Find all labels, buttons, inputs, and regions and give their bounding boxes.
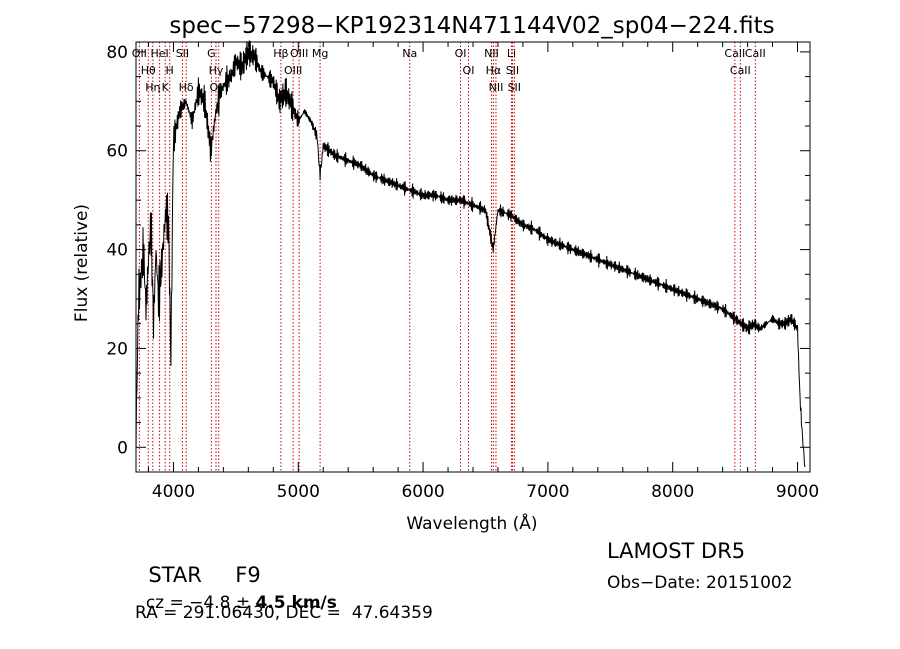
line-label: Hδ [179,81,194,94]
line-label: Hη [145,81,160,94]
cz-error: 4.5 [255,593,286,613]
x-axis-label: Wavelength (Å) [406,512,537,534]
line-label: OI [463,64,475,77]
line-label: SII [506,64,519,77]
cz-label: cz = [145,593,190,613]
object-class: STAR F9 [135,539,261,587]
line-label: SII [176,47,189,60]
y-tick-label: 0 [117,438,128,458]
class-label: STAR [148,563,202,587]
line-label: OI [455,47,467,60]
y-tick-label: 20 [106,339,128,359]
spectrum-line [135,40,806,468]
line-label: OIII [284,64,302,77]
y-tick-label: 80 [106,43,128,63]
x-tick-label: 7000 [526,482,569,502]
line-label: CaII [724,47,745,60]
subclass-label: F9 [235,563,261,587]
y-axis-label: Flux (relative) [72,204,92,322]
emission-line-markers [138,42,756,472]
line-label: NII [489,81,504,94]
line-label: Na [402,47,417,60]
line-label: Hθ [141,64,156,77]
redshift-readout: cz = −4.8 ± 4.5 km/s [135,573,337,613]
line-label: NII [484,47,499,60]
x-tick-label: 8000 [651,482,694,502]
chart-title: spec−57298−KP192314N471144V02_sp04−224.f… [169,13,774,39]
coordinates: RA = 291.06430, DEC = 47.64359 [135,603,433,623]
line-label: K [162,81,170,94]
survey-label: LAMOST DR5 [607,539,746,563]
line-label: OII [132,47,147,60]
line-label: Mg [312,47,328,60]
line-label: G [207,47,216,60]
line-label: CaII [730,64,751,77]
x-tick-label: 4000 [152,482,195,502]
y-tick-label: 60 [106,142,128,162]
line-label: H [166,64,174,77]
line-label: HeI [150,47,168,60]
y-tick-label: 40 [106,241,128,261]
line-label: Hα [486,64,502,77]
line-label: Li [507,47,516,60]
x-tick-label: 5000 [277,482,320,502]
cz-plus-minus: ± [230,593,256,613]
line-label: Hγ [209,64,224,77]
line-label: OIII [290,47,308,60]
obs-date: Obs−Date: 20151002 [607,573,793,593]
x-tick-label: 9000 [776,482,819,502]
line-label: CaII [745,47,766,60]
plot-frame [135,41,811,473]
line-label: Hβ [273,47,288,60]
line-label: SII [508,81,521,94]
x-tick-label: 6000 [401,482,444,502]
axes: 4000 5000 6000 7000 8000 9000 0 20 40 60 80 [106,42,819,502]
cz-unit: km/s [285,593,337,613]
cz-value: −4.8 [189,593,231,613]
